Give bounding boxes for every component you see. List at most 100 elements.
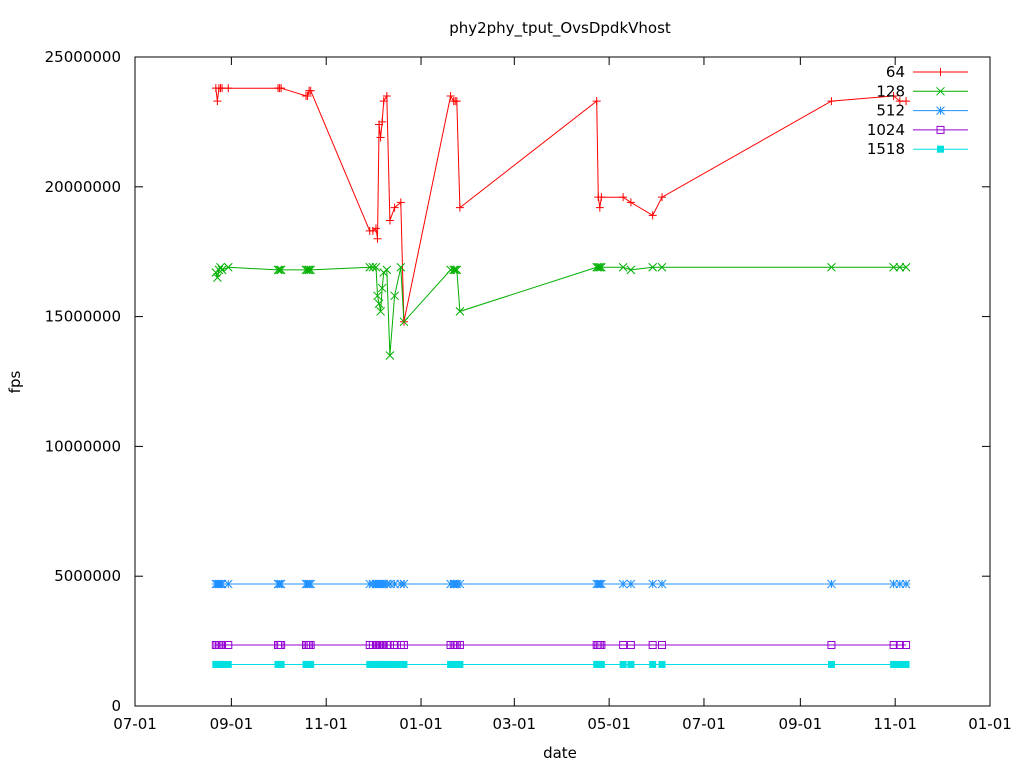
data-point-1518 bbox=[649, 660, 657, 668]
data-point-128 bbox=[595, 262, 605, 272]
x-axis-label: date bbox=[543, 744, 577, 762]
data-point-1024 bbox=[224, 640, 233, 649]
data-point-64 bbox=[592, 97, 601, 106]
data-point-1024 bbox=[277, 640, 286, 649]
data-point-128 bbox=[827, 262, 836, 272]
y-tick-label: 20000000 bbox=[45, 178, 121, 196]
data-point-1024 bbox=[626, 640, 635, 649]
chart-title: phy2phy_tput_OvsDpdkVhost bbox=[449, 19, 671, 38]
data-point-64 bbox=[446, 91, 455, 100]
data-point-64 bbox=[390, 203, 399, 212]
plot-border bbox=[134, 56, 991, 707]
data-point-512 bbox=[626, 579, 636, 589]
data-point-128 bbox=[276, 265, 286, 275]
data-point-64 bbox=[657, 193, 666, 202]
y-tick-label: 0 bbox=[111, 697, 121, 715]
data-point-128 bbox=[385, 351, 395, 360]
data-point-64 bbox=[648, 211, 657, 220]
data-point-128 bbox=[450, 265, 460, 275]
series-line-128 bbox=[215, 266, 907, 356]
data-point-1518 bbox=[307, 660, 315, 668]
data-point-128 bbox=[648, 262, 658, 272]
data-point-64 bbox=[889, 91, 898, 100]
data-point-1518 bbox=[391, 660, 399, 668]
data-point-64 bbox=[595, 203, 604, 212]
legend-label-64: 64 bbox=[886, 63, 905, 81]
data-point-1024 bbox=[399, 640, 408, 649]
data-point-64 bbox=[382, 91, 391, 100]
data-point-128 bbox=[374, 299, 384, 308]
data-point-1518 bbox=[224, 660, 232, 668]
data-point-128 bbox=[399, 317, 409, 327]
data-point-128 bbox=[396, 262, 406, 272]
data-point-64 bbox=[396, 198, 405, 207]
data-point-1518 bbox=[277, 660, 285, 668]
data-point-512 bbox=[399, 579, 409, 589]
data-point-1518 bbox=[456, 660, 464, 668]
data-point-64 bbox=[213, 97, 222, 106]
legend-label-1518: 1518 bbox=[867, 140, 905, 158]
legend-label-128: 128 bbox=[876, 82, 905, 100]
data-point-128 bbox=[306, 265, 316, 275]
data-point-512 bbox=[276, 579, 286, 589]
data-point-128 bbox=[889, 262, 898, 272]
data-point-128 bbox=[390, 291, 399, 301]
data-point-64 bbox=[902, 97, 911, 106]
y-tick-label: 25000000 bbox=[45, 48, 121, 66]
x-tick-label: 03-01 bbox=[493, 715, 537, 733]
data-point-512 bbox=[901, 579, 911, 589]
data-point-1518 bbox=[218, 660, 226, 668]
data-point-128 bbox=[365, 262, 375, 272]
data-point-512 bbox=[306, 579, 316, 589]
data-point-128 bbox=[382, 265, 392, 275]
data-point-128 bbox=[895, 262, 905, 272]
y-axis-label: fps bbox=[6, 371, 24, 394]
data-point-1024 bbox=[657, 640, 666, 649]
data-point-128 bbox=[275, 265, 284, 275]
data-point-128 bbox=[626, 265, 636, 275]
series-line-64 bbox=[215, 87, 907, 322]
data-point-512 bbox=[895, 579, 905, 589]
data-point-512 bbox=[827, 579, 836, 589]
data-point-1024 bbox=[889, 640, 898, 649]
legend-marker-64 bbox=[936, 68, 945, 76]
data-point-128 bbox=[618, 262, 628, 272]
data-point-1024 bbox=[895, 640, 904, 649]
data-point-64 bbox=[303, 91, 312, 100]
data-point-128 bbox=[593, 262, 603, 272]
data-point-128 bbox=[377, 283, 387, 293]
data-point-1024 bbox=[597, 640, 606, 649]
data-point-1024 bbox=[648, 640, 657, 649]
x-tick-label: 05-01 bbox=[587, 715, 631, 733]
data-point-1024 bbox=[902, 640, 911, 649]
data-point-64 bbox=[379, 97, 388, 106]
data-point-64 bbox=[619, 193, 628, 202]
data-point-64 bbox=[277, 84, 286, 93]
x-tick-label: 01-01 bbox=[968, 715, 1012, 733]
x-tick-label: 11-01 bbox=[304, 715, 348, 733]
data-point-512 bbox=[217, 579, 227, 589]
data-point-128 bbox=[455, 307, 465, 316]
data-point-128 bbox=[216, 262, 225, 272]
data-point-64 bbox=[224, 84, 233, 93]
data-point-128 bbox=[273, 265, 283, 275]
data-point-128 bbox=[452, 265, 462, 275]
data-point-128 bbox=[213, 273, 222, 283]
data-point-128 bbox=[373, 291, 382, 301]
data-point-64 bbox=[376, 133, 385, 142]
data-point-1024 bbox=[455, 640, 464, 649]
data-point-128 bbox=[304, 265, 314, 275]
data-point-1518 bbox=[386, 660, 394, 668]
y-tick-label: 5000000 bbox=[54, 567, 121, 585]
data-point-1518 bbox=[597, 660, 605, 668]
legend-marker-1024 bbox=[936, 125, 945, 134]
legend-marker-512 bbox=[936, 106, 945, 115]
tick-labels: 0 5000000 10000000 15000000 20000000 25000000… bbox=[45, 48, 1012, 733]
series-lines bbox=[215, 87, 907, 665]
legend-marker-1518 bbox=[937, 145, 944, 153]
data-point-64 bbox=[378, 117, 387, 126]
legend-label-1024: 1024 bbox=[867, 121, 905, 139]
data-point-512 bbox=[385, 579, 395, 589]
data-point-512 bbox=[390, 579, 399, 589]
data-point-128 bbox=[371, 262, 381, 272]
